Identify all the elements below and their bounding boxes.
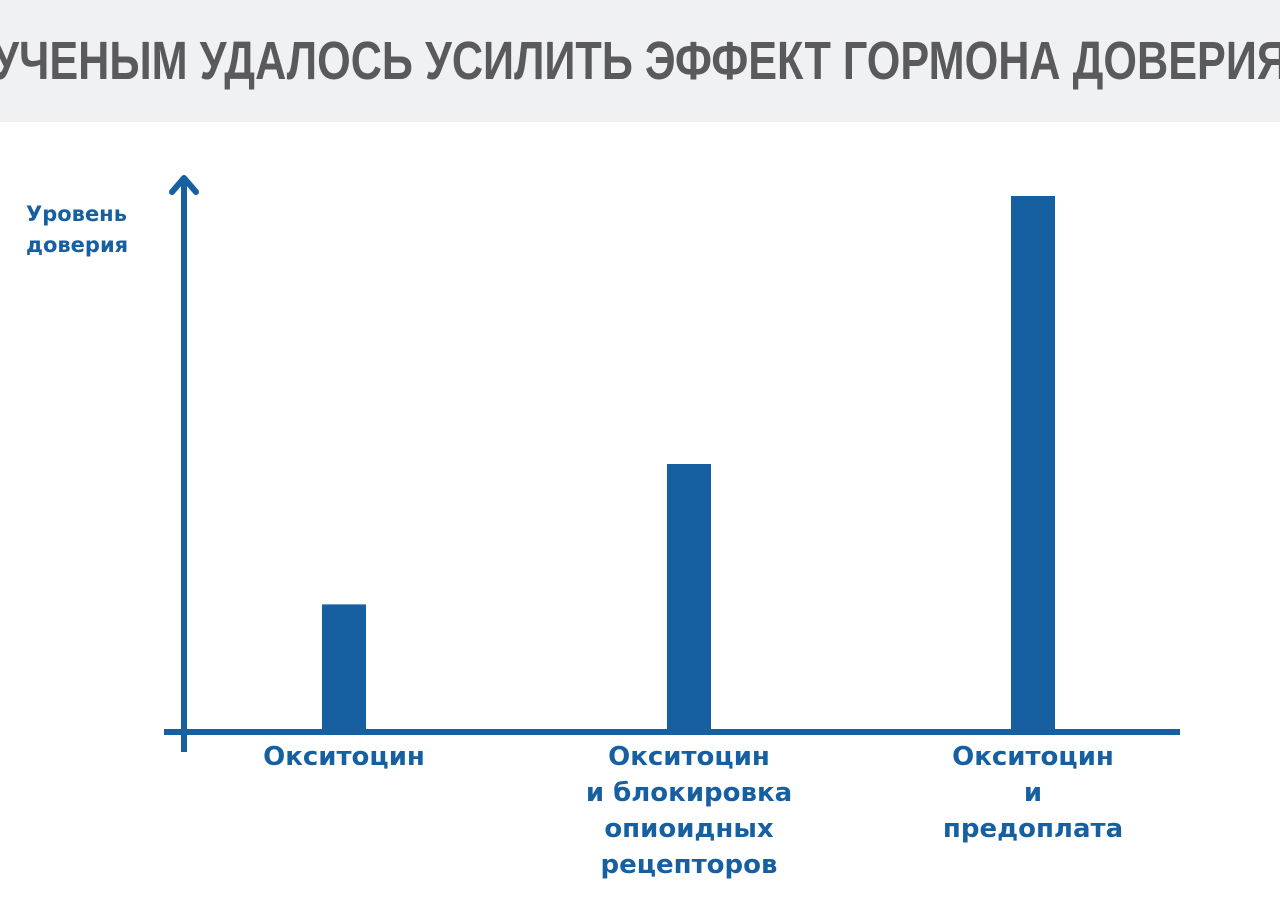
bar-2 bbox=[667, 464, 711, 732]
category-label: и bbox=[1024, 778, 1042, 808]
category-label: рецепторов bbox=[601, 850, 778, 880]
bar-1 bbox=[322, 604, 366, 732]
category-label: Окситоцин bbox=[263, 742, 425, 772]
title-banner bbox=[0, 0, 1280, 122]
y-axis-label: Уровень доверия bbox=[26, 202, 128, 257]
bar-chart: Уровень доверия Окситоцин Окситоцин и блоки… bbox=[26, 175, 1180, 880]
chart-bars bbox=[322, 196, 1055, 732]
category-label: и блокировка bbox=[586, 778, 792, 808]
category-label: предоплата bbox=[943, 814, 1123, 844]
bar-3 bbox=[1011, 196, 1055, 732]
x-axis-category-labels: Окситоцин Окситоцин и блокировка опиоидных р… bbox=[263, 742, 1123, 880]
category-label: Окситоцин bbox=[952, 742, 1114, 772]
category-label: опиоидных bbox=[604, 814, 774, 844]
y-axis-label-line: Уровень bbox=[26, 202, 127, 226]
page-title: УЧЕНЫМ УДАЛОСЬ УСИЛИТЬ ЭФФЕКТ ГОРМОНА ДО… bbox=[0, 31, 1280, 91]
category-label: Окситоцин bbox=[608, 742, 770, 772]
y-axis-arrow-icon bbox=[169, 175, 199, 195]
y-axis-label-line: доверия bbox=[26, 233, 128, 257]
